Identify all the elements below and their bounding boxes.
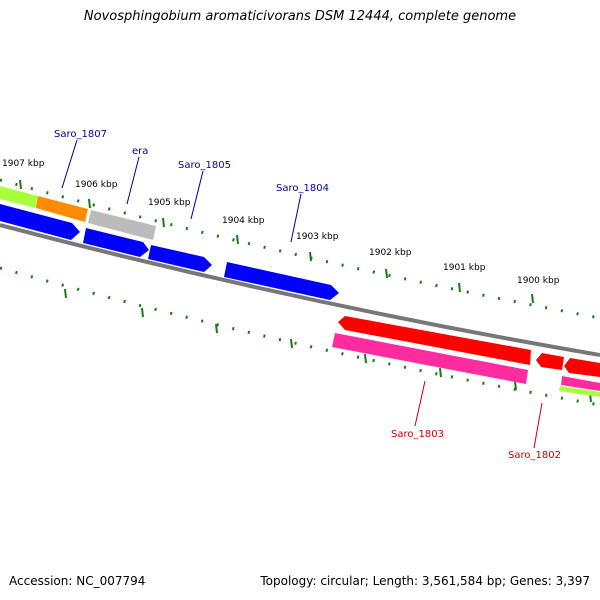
gene-orange[interactable] (36, 196, 88, 222)
kbp-label: 1901 kbp (443, 263, 486, 273)
gene-blue-3[interactable] (148, 245, 212, 272)
gene-pink-1803[interactable] (332, 333, 528, 384)
gene-label-saro-1805[interactable]: Saro_1805 (178, 160, 231, 171)
leader-lines-upper (61, 139, 302, 243)
major-ticks-lower (64, 288, 592, 403)
genome-title: Novosphingobium aromaticivorans DSM 1244… (83, 9, 517, 24)
kbp-label: 1905 kbp (148, 198, 191, 208)
gene-lime-upper[interactable] (0, 186, 38, 208)
gene-label-saro-1804[interactable]: Saro_1804 (276, 183, 329, 194)
kbp-label: 1906 kbp (75, 180, 118, 190)
gene-red-1803[interactable] (338, 316, 531, 365)
genome-summary: Topology: circular; Length: 3,561,584 bp… (260, 574, 590, 588)
kbp-label: 1902 kbp (369, 248, 412, 258)
kbp-label: 1903 kbp (296, 232, 339, 242)
gene-label-saro-1807[interactable]: Saro_1807 (54, 129, 107, 140)
kbp-label: 1907 kbp (2, 159, 45, 169)
gene-label-saro-1802[interactable]: Saro_1802 (508, 450, 561, 461)
gene-pink-right[interactable] (561, 376, 600, 391)
gene-lime-right[interactable] (559, 386, 600, 397)
gene-grey-era[interactable] (88, 210, 156, 240)
gene-label-saro-1803[interactable]: Saro_1803 (391, 429, 444, 440)
major-ticks-upper (19, 179, 534, 304)
leader-lines-lower (414, 380, 543, 449)
kbp-labels: 1907 kbp 1906 kbp 1905 kbp 1904 kbp 1903… (2, 159, 560, 286)
accession-text: Accession: NC_007794 (9, 574, 146, 588)
gene-label-era[interactable]: era (132, 146, 148, 157)
gene-red-right[interactable] (564, 358, 600, 377)
kbp-label: 1900 kbp (517, 276, 560, 286)
gene-red-1802[interactable] (536, 353, 564, 370)
gene-blue-4[interactable] (224, 262, 339, 300)
kbp-label: 1904 kbp (222, 216, 265, 226)
genome-backbone (0, 223, 600, 357)
gene-blue-2[interactable] (83, 228, 149, 257)
gene-blue-1[interactable] (0, 204, 80, 240)
